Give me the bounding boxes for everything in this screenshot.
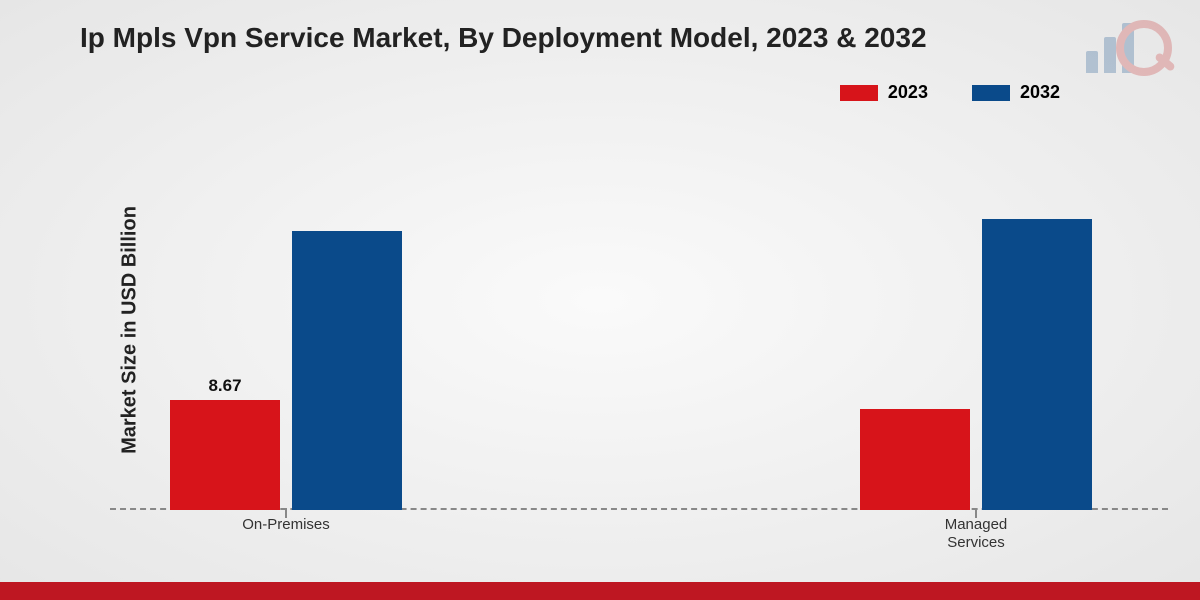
watermark-bar — [1086, 51, 1098, 73]
magnifier-icon — [1116, 20, 1172, 76]
bar-s2032 — [982, 219, 1092, 510]
x-tick — [975, 508, 977, 518]
footer-bar — [0, 582, 1200, 600]
bar-s2023 — [170, 400, 280, 510]
legend-item-2032: 2032 — [972, 82, 1060, 103]
watermark-bar — [1104, 37, 1116, 73]
bar-s2032 — [292, 231, 402, 510]
bar-group: 8.67On-Premises — [170, 231, 402, 510]
legend-label-2023: 2023 — [888, 82, 928, 103]
plot-area: 8.67On-Premises ManagedServices — [110, 130, 1168, 510]
bar-value-label: 8.67 — [170, 376, 280, 396]
x-category-label: ManagedServices — [856, 516, 1096, 552]
legend-label-2032: 2032 — [1020, 82, 1060, 103]
legend-item-2023: 2023 — [840, 82, 928, 103]
x-tick — [285, 508, 287, 518]
watermark-logo — [1086, 20, 1172, 76]
bar-group: ManagedServices — [860, 219, 1092, 510]
bar-s2023 — [860, 409, 970, 510]
chart-canvas: Ip Mpls Vpn Service Market, By Deploymen… — [0, 0, 1200, 600]
x-category-label: On-Premises — [166, 516, 406, 534]
legend-swatch-2023 — [840, 85, 878, 101]
chart-title: Ip Mpls Vpn Service Market, By Deploymen… — [80, 22, 927, 54]
legend-swatch-2032 — [972, 85, 1010, 101]
legend: 2023 2032 — [840, 82, 1060, 103]
